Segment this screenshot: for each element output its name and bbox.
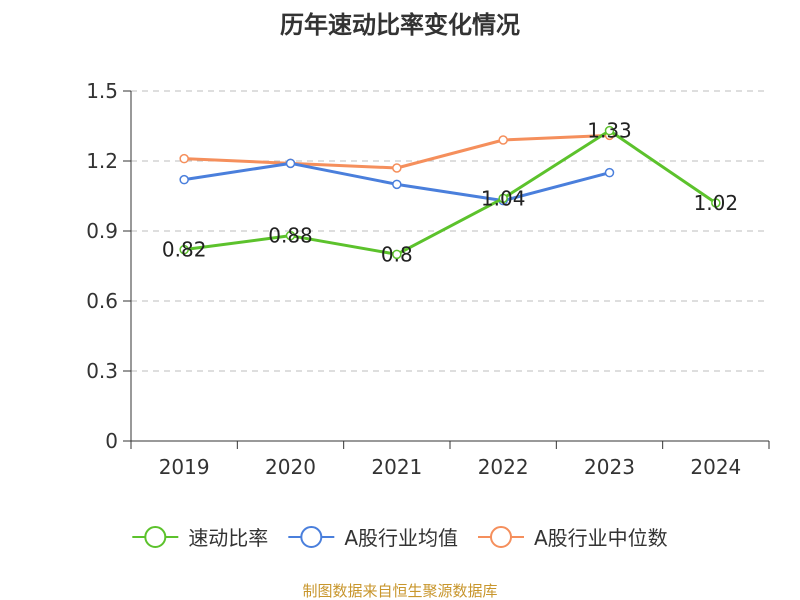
legend: 速动比率 A股行业均值 A股行业中位数	[132, 526, 668, 550]
legend-item[interactable]: 速动比率	[132, 526, 268, 550]
legend-item[interactable]: A股行业中位数	[478, 526, 668, 550]
y-tick-label: 1.2	[86, 149, 118, 173]
data-point	[392, 179, 402, 190]
legend-label: 速动比率	[188, 526, 268, 550]
data-point	[498, 193, 508, 204]
legend-label: A股行业中位数	[534, 526, 668, 550]
legend-marker	[144, 526, 167, 548]
x-tick-label: 2020	[265, 455, 316, 479]
data-label: 0.88	[268, 224, 313, 248]
data-point	[179, 244, 189, 255]
series-0	[179, 125, 721, 260]
data-label: 1.33	[587, 119, 632, 143]
x-tick-label: 2023	[584, 455, 635, 479]
legend-label: A股行业均值	[344, 526, 458, 550]
data-point	[285, 230, 296, 241]
series-2	[179, 130, 615, 173]
data-point	[179, 153, 189, 164]
axes: 0 0.3 0.6 0.9 1.2 1.5 2019 2020 2021 2022 2023 2024	[86, 79, 770, 479]
grid	[131, 90, 769, 372]
y-tick-label: 1.5	[86, 79, 118, 103]
data-label: 1.02	[694, 191, 739, 215]
legend-marker	[490, 526, 512, 548]
data-point	[604, 125, 615, 136]
y-tick-label: 0.9	[86, 219, 118, 243]
x-tick-label: 2021	[371, 455, 422, 479]
data-point	[604, 167, 615, 178]
legend-marker	[300, 526, 323, 548]
series-1	[179, 158, 615, 206]
data-label: 1.04	[481, 186, 526, 210]
data-point	[711, 198, 721, 208]
series-line	[184, 133, 610, 170]
data-point	[285, 158, 296, 169]
x-tick-label: 2024	[690, 455, 741, 479]
chart-title: 历年速动比率变化情况	[280, 11, 520, 39]
data-point	[498, 135, 508, 145]
y-tick-label: 0.3	[86, 359, 118, 383]
x-tick-label: 2022	[478, 455, 529, 479]
plot-area	[179, 125, 721, 260]
legend-item[interactable]: A股行业均值	[288, 526, 458, 550]
y-tick-label: 0	[105, 429, 118, 453]
data-point	[179, 174, 189, 185]
data-label: 0.82	[162, 238, 207, 262]
y-tick-label: 0.6	[86, 289, 118, 313]
data-label: 0.8	[381, 242, 413, 266]
x-tick-label: 2019	[159, 455, 210, 479]
series-line	[183, 129, 717, 256]
data-labels: 0.82 0.88 0.8 1.04 1.33 1.02	[162, 119, 738, 267]
data-point	[392, 249, 402, 260]
data-point	[392, 163, 402, 173]
source-note: 制图数据来自恒生聚源数据库	[302, 582, 497, 600]
